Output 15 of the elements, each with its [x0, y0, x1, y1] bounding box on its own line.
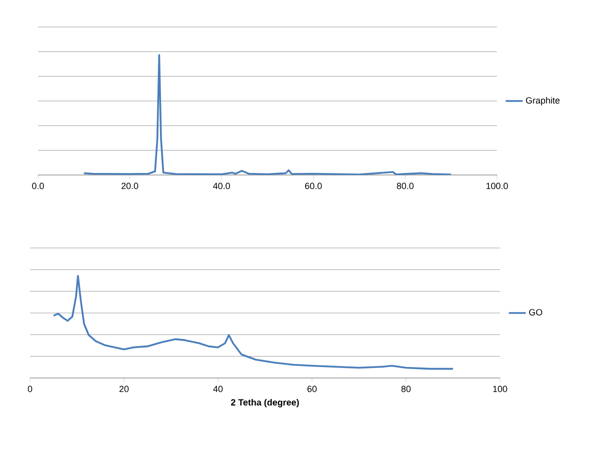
x-tick-label: 80.0 [396, 182, 414, 190]
x-tick-label: 0 [28, 386, 32, 392]
x-tick-label: 20 [119, 386, 129, 392]
x-tick-label: 80 [401, 386, 411, 392]
x-axis-title: 2 Tetha (degree) [231, 398, 299, 408]
x-tick-label: 60 [307, 386, 317, 392]
x-tick-label: 100.0 [486, 182, 508, 190]
x-tick-label: 20.0 [122, 182, 138, 190]
legend-label: GO [529, 309, 542, 316]
x-tick-label: 40.0 [213, 182, 230, 190]
x-tick-label: 100 [493, 386, 508, 392]
x-tick-label: 40 [213, 386, 223, 392]
legend-label: Graphite [526, 96, 560, 106]
x-tick-label: 60.0 [305, 182, 322, 190]
x-tick-label: 0.0 [32, 182, 44, 190]
